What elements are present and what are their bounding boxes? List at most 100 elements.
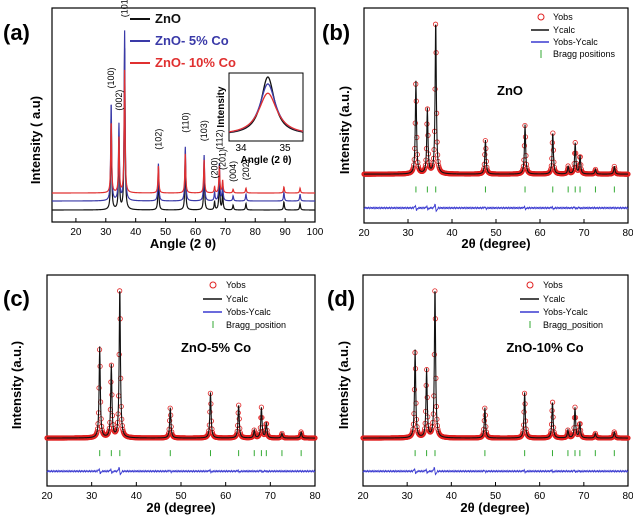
- ycalc-line: [47, 291, 315, 439]
- inset-line-zno: [228, 76, 304, 134]
- difference-line: [362, 466, 629, 476]
- x-tick-label: 60: [534, 228, 546, 239]
- panel-d-ylabel: Intensity (a.u.): [336, 341, 351, 429]
- x-tick-label: 80: [250, 227, 262, 238]
- inset-tick-35: 35: [279, 143, 291, 154]
- x-tick-label: 20: [358, 228, 370, 239]
- legend-label-zno: ZnO: [155, 11, 181, 26]
- panel-a-peak-labels: (100) (002) (101) (102) (110) (103) (200) (112)…: [106, 0, 251, 182]
- legend-label-diff: Yobs-Ycalc: [553, 37, 598, 47]
- peak-label: (004): [228, 161, 238, 182]
- difference-line: [363, 203, 629, 213]
- legend-label-bragg: Bragg positions: [553, 49, 616, 59]
- panel-b-ylabel: Intensity (a.u.): [337, 86, 352, 174]
- peak-label: (201): [218, 149, 228, 170]
- yobs-point: [518, 433, 524, 439]
- legend-label-ycalc: Ycalc: [226, 294, 249, 304]
- legend-label-bragg: Bragg_position: [226, 320, 286, 330]
- x-tick-label: 50: [490, 228, 502, 239]
- panel-b-xlabel: 2θ (degree): [461, 236, 530, 251]
- panel-d-legend: Yobs Ycalc Yobs-Ycalc Bragg_position: [520, 280, 603, 330]
- legend-label-co10: ZnO- 10% Co: [155, 55, 236, 70]
- x-tick-label: 80: [622, 491, 633, 502]
- panel-a-series: [52, 30, 315, 211]
- panel-letter-b: (b): [322, 20, 350, 45]
- x-tick-label: 70: [265, 491, 277, 502]
- panel-a-inset: Intensity 34 35 Angle (2 θ): [216, 72, 304, 166]
- x-tick-label: 20: [357, 491, 369, 502]
- ycalc-line: [363, 291, 628, 439]
- inset-series: [228, 76, 304, 134]
- series-line-co5: [52, 30, 315, 202]
- panel-c-title: ZnO-5% Co: [181, 340, 251, 355]
- peak-label: (100): [106, 67, 116, 88]
- legend-label-bragg: Bragg_position: [543, 320, 603, 330]
- panel-c-frame: [46, 274, 316, 487]
- panel-a-ylabel: Intensity ( a.u): [28, 96, 43, 184]
- panel-b-legend: Yobs Ycalc Yobs-Ycalc Bragg positions: [531, 12, 616, 59]
- panel-b-title: ZnO: [497, 83, 523, 98]
- x-tick-label: 20: [41, 491, 53, 502]
- peak-label: (110): [180, 112, 190, 132]
- x-tick-label: 40: [446, 228, 458, 239]
- inset-line-co10: [228, 92, 304, 133]
- legend-label-co5: ZnO- 5% Co: [155, 33, 229, 48]
- panel-d-plot: [360, 288, 631, 476]
- ycalc-line: [364, 24, 628, 175]
- x-tick-label: 50: [175, 491, 187, 502]
- x-tick-label: 80: [309, 491, 321, 502]
- panel-c-x-ticks: 20 30 40 50 60 70 80: [41, 482, 321, 502]
- x-tick-label: 70: [578, 228, 590, 239]
- series-line-zno: [52, 48, 315, 211]
- x-tick-label: 60: [190, 227, 202, 238]
- panel-b-plot: [361, 21, 631, 213]
- legend-label-ycalc: Ycalc: [543, 294, 566, 304]
- peak-label: (200): [210, 157, 220, 178]
- x-tick-label: 90: [280, 227, 292, 238]
- panel-c-ylabel: Intensity (a.u.): [9, 341, 24, 429]
- x-tick-label: 50: [160, 227, 172, 238]
- yobs-points: [44, 288, 318, 441]
- panel-a-x-ticks: 20 30 40 50 60 70 80 90 100: [70, 218, 324, 238]
- x-tick-label: 70: [578, 491, 590, 502]
- panel-a: (a) Intensity ( a.u) 20 30 40 50 60 70 80 90 100…: [3, 0, 324, 251]
- x-tick-label: 70: [220, 227, 232, 238]
- panel-c-plot: [44, 288, 318, 476]
- legend-label-yobs: Yobs: [543, 280, 563, 290]
- peak-label: (202): [241, 159, 251, 180]
- x-tick-label: 100: [307, 227, 324, 238]
- panel-d: (d) Intensity (a.u.) 20 30 40 50 60 70 80 2θ (…: [327, 274, 633, 515]
- panel-letter-a: (a): [3, 20, 30, 45]
- panel-c: (c) Intensity (a.u.) 20 30 40 50 60 70 80 2θ (…: [3, 274, 321, 515]
- panel-c-xlabel: 2θ (degree): [146, 500, 215, 515]
- yobs-point: [546, 433, 552, 440]
- peak-label: (101): [120, 0, 130, 17]
- peak-label: (103): [199, 120, 209, 141]
- x-tick-label: 60: [220, 491, 232, 502]
- legend-label-diff: Yobs-Ycalc: [226, 307, 271, 317]
- legend-marker-yobs: [526, 281, 534, 289]
- inset-ylabel: Intensity: [216, 86, 227, 128]
- panel-a-xlabel: Angle (2 θ): [150, 236, 216, 251]
- legend-label-yobs: Yobs: [226, 280, 246, 290]
- panel-c-legend: Yobs Ycalc Yobs-Ycalc Bragg_position: [203, 280, 286, 330]
- legend-label-ycalc: Ycalc: [553, 25, 576, 35]
- inset-tick-34: 34: [235, 143, 247, 154]
- panel-a-frame: [51, 7, 316, 223]
- yobs-points: [360, 288, 631, 441]
- panel-letter-c: (c): [3, 286, 30, 311]
- legend-label-yobs: Yobs: [553, 12, 573, 22]
- peak-label: (102): [153, 129, 163, 150]
- x-tick-label: 80: [622, 228, 633, 239]
- yobs-point: [204, 433, 210, 439]
- legend-label-diff: Yobs-Ycalc: [543, 307, 588, 317]
- x-tick-label: 20: [70, 227, 82, 238]
- panel-d-frame: [362, 274, 629, 487]
- x-tick-label: 30: [100, 227, 112, 238]
- peak-label: (112): [214, 129, 224, 149]
- panel-d-title: ZnO-10% Co: [506, 340, 583, 355]
- panel-a-legend: ZnO ZnO- 5% Co ZnO- 10% Co: [130, 11, 236, 70]
- series-line-co10: [52, 69, 315, 194]
- panel-letter-d: (d): [327, 286, 355, 311]
